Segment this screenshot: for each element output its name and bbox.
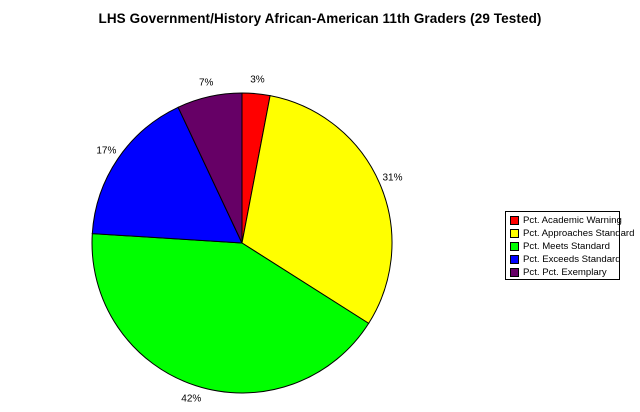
legend-item-pct-exceeds-standard: Pct. Exceeds Standard: [510, 253, 621, 266]
legend-swatch: [510, 255, 519, 264]
legend: Pct. Academic Warning Pct. Approaches Sta…: [505, 211, 634, 280]
legend-label: Pct. Approaches Standard: [523, 228, 635, 239]
legend-swatch: [510, 229, 519, 238]
slice-label-pct-pct-exemplary: 7%: [199, 78, 214, 89]
legend-item-pct-academic-warning: Pct. Academic Warning: [510, 214, 622, 227]
legend-swatch: [510, 242, 519, 251]
legend-label: Pct. Meets Standard: [523, 241, 610, 252]
legend-label: Pct. Academic Warning: [523, 215, 622, 226]
pie-slices: [91, 92, 393, 394]
slice-label-pct-exceeds-standard: 17%: [96, 145, 116, 156]
legend-item-pct-meets-standard: Pct. Meets Standard: [510, 240, 619, 253]
legend-label: Pct. Exceeds Standard: [523, 254, 621, 265]
slice-label-pct-approaches-standard: 31%: [383, 173, 403, 184]
legend-item-pct-approaches-standard: Pct. Approaches Standard: [510, 227, 634, 240]
pie-slice-pct-exceeds-standard: [91, 106, 243, 244]
legend-swatch: [510, 216, 519, 225]
chart-title: LHS Government/History African-American …: [98, 11, 542, 26]
legend-label: Pct. Pct. Exemplary: [523, 267, 607, 278]
pie-slice-pct-pct-exemplary: [177, 92, 243, 244]
slice-label-pct-meets-standard: 42%: [181, 394, 201, 405]
pie-slice-pct-meets-standard: [91, 233, 370, 394]
slice-label-pct-academic-warning: 3%: [250, 74, 265, 85]
pie-slice-labels: 3% 31% 42% 17% 7%: [96, 74, 402, 404]
legend-item-pct-pct-exemplary: Pct. Pct. Exemplary: [510, 266, 619, 279]
legend-swatch: [510, 268, 519, 277]
